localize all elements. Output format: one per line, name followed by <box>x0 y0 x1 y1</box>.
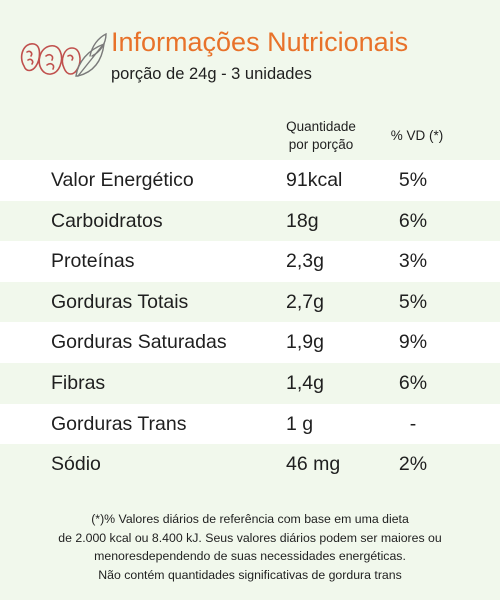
nutrient-name: Gorduras Totais <box>51 290 189 313</box>
table-row: Valor Energético 91kcal 5% <box>0 160 500 201</box>
serving-size: porção de 24g - 3 unidades <box>111 65 312 83</box>
table-row: Gorduras Totais 2,7g 5% <box>0 281 500 323</box>
nuts-leaves-icon <box>20 32 107 77</box>
column-header-quantity: Quantidade por porção <box>266 118 376 154</box>
footnote: (*)% Valores diários de referência com b… <box>20 510 480 584</box>
nutrient-name: Fibras <box>51 371 106 394</box>
nutrient-daily-value: 9% <box>398 331 428 354</box>
table-row: Gorduras Saturadas 1,9g 9% <box>0 322 500 363</box>
nutrient-name: Gorduras Trans <box>51 412 187 435</box>
footnote-line: de 2.000 kcal ou 8.400 kJ. Seus valores … <box>58 530 442 545</box>
table-row: Proteínas 2,3g 3% <box>0 241 500 282</box>
footnote-line: Não contém quantidades significativas de… <box>98 567 402 582</box>
nutrition-table: Valor Energético 91kcal 5% Carboidratos … <box>0 160 500 485</box>
nutrient-name: Gorduras Saturadas <box>51 331 227 354</box>
nutrient-quantity: 1 g <box>286 412 314 435</box>
nutrient-quantity: 18g <box>286 209 319 232</box>
nutrient-daily-value: 6% <box>398 209 428 232</box>
nutrient-daily-value: 2% <box>398 453 428 476</box>
table-row: Sódio 46 mg 2% <box>0 444 500 485</box>
nutrient-daily-value: 5% <box>398 169 428 191</box>
nutrient-quantity: 46 mg <box>286 453 341 476</box>
table-row: Gorduras Trans 1 g - <box>0 403 500 445</box>
page-title: Informações Nutricionais <box>111 27 409 57</box>
nutrient-daily-value: 6% <box>398 371 428 394</box>
nutrient-quantity: 1,9g <box>286 331 324 354</box>
header: Informações Nutricionais porção de 24g -… <box>0 0 500 100</box>
nutrient-daily-value: - <box>409 412 417 435</box>
nutrient-daily-value: 5% <box>398 290 428 313</box>
column-header-daily-value: % VD (*) <box>390 128 444 143</box>
nutrient-daily-value: 3% <box>398 250 428 273</box>
nutrient-name: Sódio <box>51 453 101 476</box>
nutrient-name: Carboidratos <box>51 209 163 232</box>
nutrient-quantity: 91kcal <box>286 169 343 191</box>
nutrient-quantity: 2,7g <box>286 290 324 313</box>
column-header-quantity-line2: por porção <box>288 137 354 152</box>
nutrient-quantity: 1,4g <box>286 371 324 394</box>
nutrient-quantity: 2,3g <box>286 250 324 273</box>
table-row: Fibras 1,4g 6% <box>0 362 500 404</box>
column-header-quantity-line1: Quantidade <box>286 119 356 134</box>
nutrient-name: Proteínas <box>51 250 135 273</box>
nutrient-name: Valor Energético <box>51 169 194 191</box>
footnote-line: (*)% Valores diários de referência com b… <box>91 512 409 526</box>
footnote-line: menoresdependendo de suas necessidades e… <box>94 549 406 563</box>
table-row: Carboidratos 18g 6% <box>0 200 500 242</box>
